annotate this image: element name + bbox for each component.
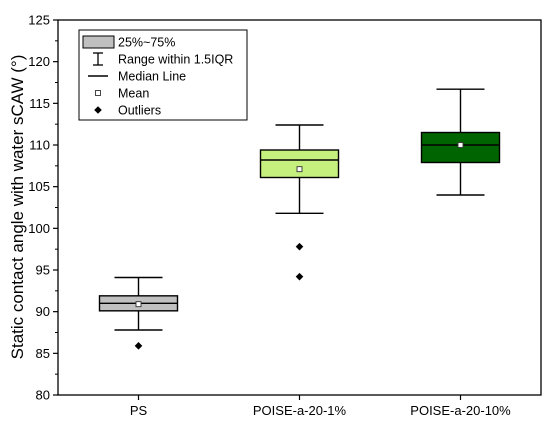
legend-mean-swatch <box>95 90 101 96</box>
legend-label: Outliers <box>118 104 161 118</box>
legend-label: Median Line <box>118 70 186 84</box>
y-tick-label: 125 <box>28 13 50 28</box>
outlier-point <box>295 242 304 251</box>
y-tick-label: 95 <box>36 263 50 278</box>
y-tick-label: 110 <box>29 138 50 153</box>
legend-label: 25%~75% <box>118 36 175 50</box>
x-tick-label: POISE-a-20-1% <box>253 403 347 418</box>
y-axis: 80 85 90 95 100 105 110 115 120 125 <box>28 13 58 403</box>
x-tick-label: PS <box>130 403 148 418</box>
y-tick-label: 85 <box>36 346 50 361</box>
y-axis-title: Static contact angle with water sCAW (°) <box>8 55 27 360</box>
mean-marker <box>135 301 142 308</box>
box-group <box>98 276 179 350</box>
legend-outlier-swatch <box>94 106 102 114</box>
y-tick-label: 90 <box>36 304 50 319</box>
iqr-box <box>259 149 340 179</box>
y-tick-label: 115 <box>29 96 50 111</box>
outlier-point <box>134 342 143 350</box>
box-group <box>259 124 340 281</box>
y-tick-label: 105 <box>28 179 50 194</box>
y-tick-label: 100 <box>28 221 50 236</box>
legend-box-swatch <box>82 35 115 49</box>
y-tick-label: 120 <box>28 54 50 69</box>
mean-marker <box>296 166 303 173</box>
mean-marker <box>457 142 464 148</box>
legend-label: Mean <box>118 87 149 101</box>
x-axis: PS POISE-a-20-1% POISE-a-20-10% <box>130 395 511 418</box>
x-tick-label: POISE-a-20-10% <box>410 403 511 418</box>
legend: 25%~75% Range within 1.5IQR Median Line Mea… <box>78 29 248 121</box>
box-group <box>420 88 501 196</box>
legend-label: Range within 1.5IQR <box>118 53 233 67</box>
box-series <box>98 88 501 350</box>
y-tick-label: 80 <box>36 388 50 403</box>
outlier-point <box>295 272 304 281</box>
